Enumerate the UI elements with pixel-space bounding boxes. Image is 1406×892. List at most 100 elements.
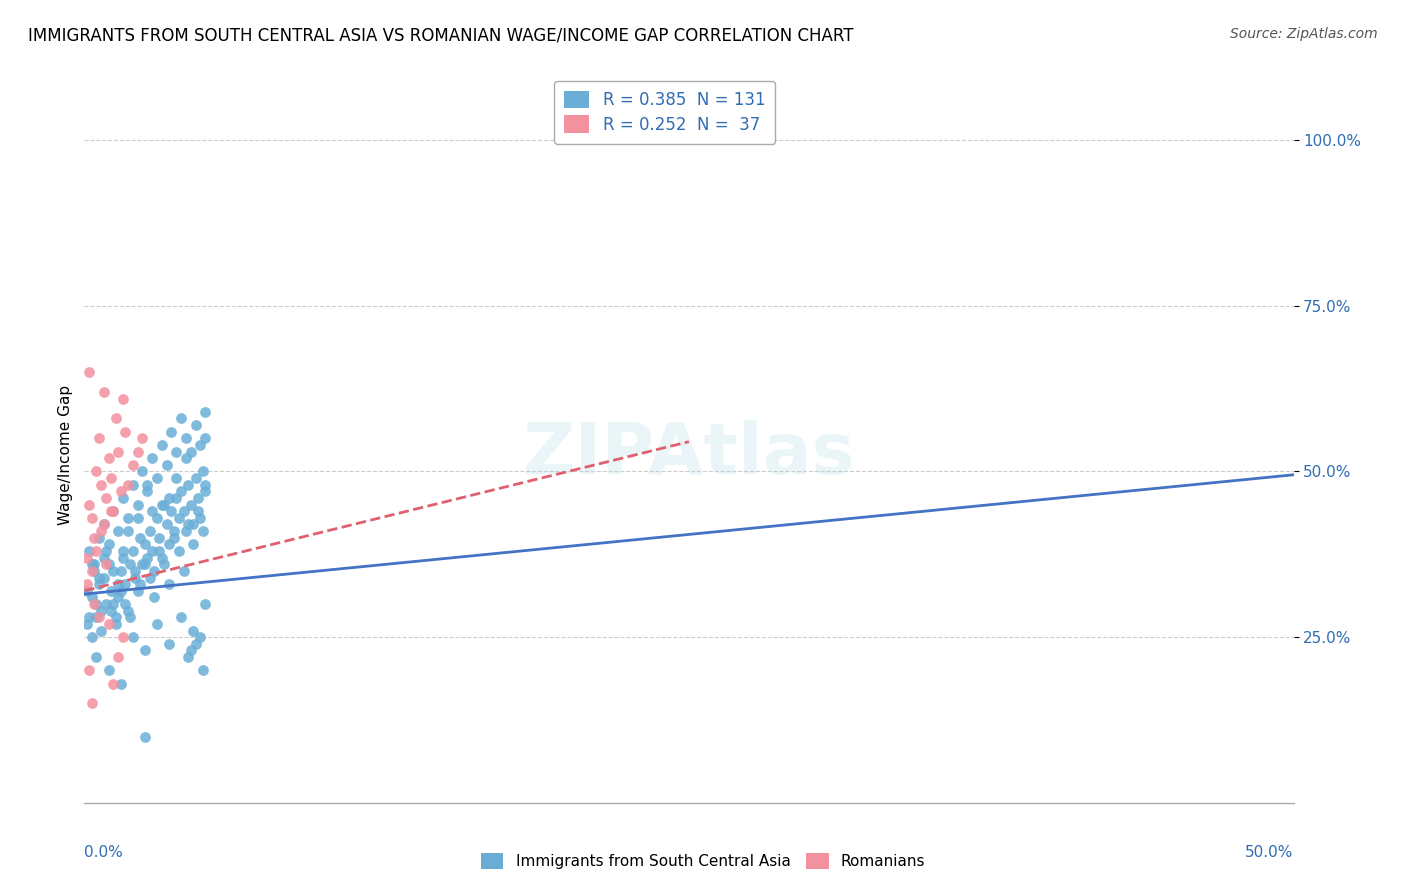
Point bbox=[90, 624, 112, 638]
Point bbox=[100, 504, 122, 518]
Point bbox=[80, 697, 103, 711]
Point bbox=[107, 650, 129, 665]
Point bbox=[107, 444, 129, 458]
Point bbox=[117, 477, 139, 491]
Point bbox=[167, 511, 190, 525]
Point bbox=[90, 604, 112, 618]
Point bbox=[127, 511, 149, 525]
Point bbox=[157, 491, 180, 505]
Point bbox=[112, 392, 135, 406]
Point bbox=[117, 511, 139, 525]
Point bbox=[136, 477, 159, 491]
Point bbox=[87, 577, 110, 591]
Point bbox=[177, 477, 200, 491]
Point bbox=[174, 524, 197, 538]
Point bbox=[143, 564, 166, 578]
Point bbox=[191, 663, 214, 677]
Point bbox=[155, 517, 177, 532]
Point bbox=[120, 610, 142, 624]
Point bbox=[191, 465, 214, 479]
Point bbox=[190, 630, 212, 644]
Text: Source: ZipAtlas.com: Source: ZipAtlas.com bbox=[1230, 27, 1378, 41]
Point bbox=[80, 591, 103, 605]
Point bbox=[127, 444, 149, 458]
Point bbox=[180, 643, 202, 657]
Point bbox=[141, 504, 163, 518]
Point bbox=[157, 637, 180, 651]
Point bbox=[80, 564, 103, 578]
Point bbox=[165, 491, 187, 505]
Point bbox=[187, 491, 209, 505]
Point bbox=[97, 537, 120, 551]
Point bbox=[181, 624, 204, 638]
Point bbox=[112, 544, 135, 558]
Point bbox=[93, 517, 115, 532]
Point bbox=[160, 504, 183, 518]
Point bbox=[86, 650, 108, 665]
Point bbox=[83, 558, 105, 572]
Point bbox=[155, 458, 177, 472]
Point bbox=[129, 577, 152, 591]
Point bbox=[194, 597, 217, 611]
Point bbox=[117, 524, 139, 538]
Point bbox=[86, 610, 108, 624]
Point bbox=[173, 564, 195, 578]
Point bbox=[163, 524, 186, 538]
Point bbox=[136, 484, 159, 499]
Point bbox=[146, 471, 169, 485]
Point bbox=[100, 604, 122, 618]
Point bbox=[104, 411, 127, 425]
Point bbox=[138, 570, 160, 584]
Point bbox=[80, 558, 103, 572]
Point bbox=[131, 431, 153, 445]
Point bbox=[103, 597, 125, 611]
Point bbox=[157, 537, 180, 551]
Point bbox=[177, 517, 200, 532]
Point bbox=[87, 610, 110, 624]
Point bbox=[77, 610, 100, 624]
Point bbox=[97, 451, 120, 466]
Point bbox=[150, 550, 173, 565]
Point bbox=[138, 524, 160, 538]
Point bbox=[141, 451, 163, 466]
Point bbox=[83, 564, 105, 578]
Point bbox=[184, 471, 207, 485]
Point bbox=[112, 550, 135, 565]
Point bbox=[173, 504, 195, 518]
Point bbox=[110, 484, 132, 499]
Point bbox=[77, 365, 100, 379]
Point bbox=[97, 558, 120, 572]
Point bbox=[76, 616, 98, 631]
Point bbox=[124, 570, 146, 584]
Point bbox=[87, 570, 110, 584]
Point bbox=[94, 544, 117, 558]
Point bbox=[104, 610, 127, 624]
Point bbox=[134, 537, 156, 551]
Point bbox=[167, 544, 190, 558]
Point bbox=[184, 637, 207, 651]
Point bbox=[134, 558, 156, 572]
Point bbox=[160, 425, 183, 439]
Point bbox=[180, 444, 202, 458]
Point bbox=[77, 498, 100, 512]
Text: 50.0%: 50.0% bbox=[1246, 845, 1294, 860]
Point bbox=[110, 564, 132, 578]
Point bbox=[94, 597, 117, 611]
Point bbox=[131, 465, 153, 479]
Point bbox=[87, 431, 110, 445]
Point bbox=[121, 630, 143, 644]
Point bbox=[104, 616, 127, 631]
Point bbox=[170, 411, 193, 425]
Point bbox=[110, 676, 132, 690]
Text: ZIPAtlas: ZIPAtlas bbox=[523, 420, 855, 490]
Point bbox=[114, 577, 136, 591]
Point bbox=[194, 405, 217, 419]
Point bbox=[146, 511, 169, 525]
Point bbox=[76, 577, 98, 591]
Point bbox=[80, 630, 103, 644]
Point bbox=[174, 451, 197, 466]
Point bbox=[177, 650, 200, 665]
Point bbox=[93, 517, 115, 532]
Point bbox=[97, 663, 120, 677]
Point bbox=[180, 498, 202, 512]
